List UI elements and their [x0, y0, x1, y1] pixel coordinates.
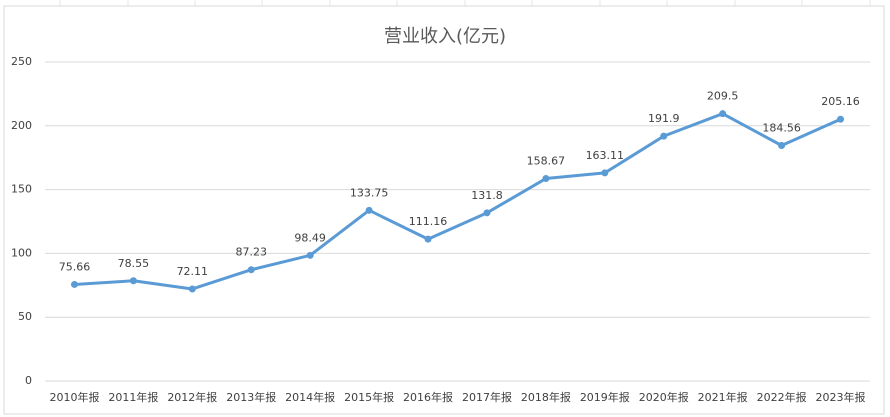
point [778, 142, 786, 150]
point [660, 132, 668, 140]
y-tick-label: 200 [11, 119, 32, 132]
data-label: 87.23 [236, 246, 268, 259]
y-tick-label: 50 [18, 310, 32, 323]
point [542, 175, 550, 183]
data-label: 191.9 [648, 112, 680, 125]
y-tick-label: 0 [25, 374, 32, 387]
point [188, 285, 196, 293]
point [365, 206, 373, 214]
sheet-grid [59, 0, 871, 6]
data-label: 209.5 [707, 90, 739, 103]
x-tick-label: 2022年报 [757, 390, 807, 404]
data-label: 131.8 [471, 189, 503, 202]
data-label: 133.75 [350, 186, 389, 199]
y-tick-label: 250 [11, 55, 32, 68]
y-tick-label: 150 [11, 183, 32, 196]
data-label: 72.11 [177, 265, 209, 278]
x-tick-label: 2018年报 [521, 390, 571, 404]
data-label: 111.16 [409, 215, 448, 228]
data-label: 75.66 [59, 260, 91, 273]
x-tick-label: 2013年报 [226, 390, 276, 404]
point [837, 115, 845, 123]
point [424, 235, 432, 243]
x-tick-label: 2015年报 [344, 390, 394, 404]
point [601, 169, 609, 177]
line [74, 112, 842, 291]
data-label: 158.67 [527, 155, 566, 168]
x-tick-label: 2010年报 [49, 390, 99, 404]
chart-area [3, 5, 885, 415]
x-tick-label: 2014年报 [285, 390, 335, 404]
point [306, 251, 314, 259]
point [247, 266, 255, 274]
y-tick-label: 100 [11, 246, 32, 259]
point [719, 110, 727, 118]
data-label: 163.11 [586, 149, 625, 162]
x-tick-label: 2017年报 [462, 390, 512, 404]
point [70, 280, 78, 288]
point [483, 209, 491, 217]
data-label: 78.55 [118, 257, 150, 270]
data-label: 205.16 [821, 95, 860, 108]
x-tick-label: 2020年报 [639, 390, 689, 404]
x-tick-label: 2011年报 [108, 390, 158, 404]
data-label: 98.49 [294, 231, 326, 244]
x-tick-label: 2019年报 [580, 390, 630, 404]
data-label: 184.56 [762, 122, 801, 135]
chart-title: 营业收入(亿元) [384, 26, 506, 47]
x-tick-label: 2012年报 [167, 390, 217, 404]
x-tick-label: 2021年报 [698, 390, 748, 404]
point [129, 277, 137, 285]
x-tick-label: 2016年报 [403, 390, 453, 404]
x-tick-label: 2023年报 [816, 390, 866, 404]
